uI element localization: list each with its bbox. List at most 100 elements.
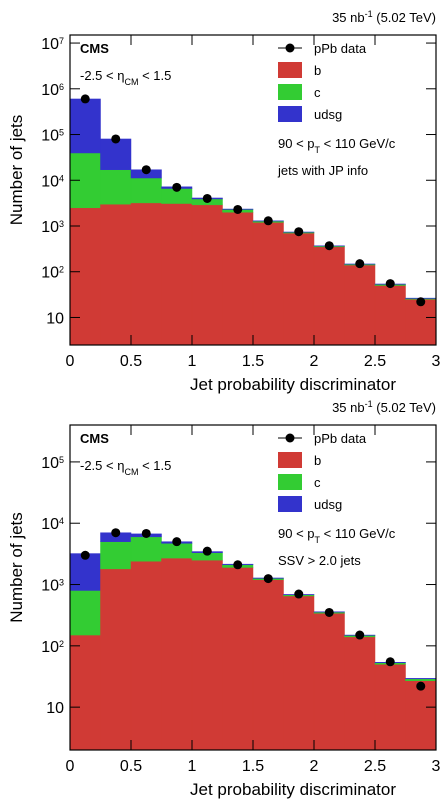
bar-segment — [283, 595, 315, 751]
text-part: 6 — [59, 82, 64, 92]
text-part: 2 — [59, 265, 64, 275]
bar-segment — [252, 579, 284, 751]
eta-label: -2.5 < ηCM < 1.5 — [80, 458, 171, 477]
text-part: 10 — [41, 265, 59, 282]
y-tick-label: 107 — [41, 36, 64, 53]
data-point — [80, 550, 90, 560]
bar-segment — [69, 590, 101, 636]
text-part: < 1.5 — [138, 458, 171, 473]
text-part: < 110 GeV/c — [320, 136, 396, 151]
x-tick-label: 1.5 — [242, 353, 264, 370]
text-part: 5 — [59, 455, 64, 465]
bar-segment — [405, 678, 437, 681]
selection-label: jets with JP info — [277, 163, 368, 178]
text-part: < 1.5 — [138, 68, 171, 83]
y-tick-label: 104 — [41, 516, 64, 533]
bar-segment — [283, 232, 315, 346]
data-point — [141, 165, 151, 175]
x-tick-label: 0 — [66, 353, 75, 370]
text-part: -2.5 < η — [80, 458, 124, 473]
data-point — [111, 528, 121, 538]
bar-segment — [405, 680, 437, 751]
data-point — [80, 94, 90, 104]
text-part: 10 — [41, 578, 59, 595]
legend-swatch — [278, 496, 302, 512]
bar-segment — [100, 203, 132, 346]
pt-label: 90 < pT < 110 GeV/c — [278, 526, 396, 545]
x-tick-label: 0.5 — [120, 353, 142, 370]
text-part: 3 — [59, 219, 64, 229]
x-tick-label: 1 — [188, 353, 197, 370]
x-tick-label: 3 — [432, 758, 441, 775]
bar-segment — [69, 634, 101, 751]
data-point — [233, 204, 243, 214]
text-part: 10 — [41, 516, 59, 533]
data-point — [324, 607, 334, 617]
bar-segment — [191, 204, 223, 346]
bar-segment — [69, 98, 101, 154]
text-part: T — [315, 535, 321, 545]
data-point — [416, 297, 426, 307]
y-tick-label: 103 — [41, 219, 64, 236]
x-tick-label: 1.5 — [242, 758, 264, 775]
y-tick-label: 105 — [41, 128, 64, 145]
text-part: CM — [124, 467, 138, 477]
text-part: 90 < p — [278, 526, 315, 541]
bar-segment — [191, 559, 223, 751]
y-tick-label: 104 — [41, 173, 64, 190]
text-part: 7 — [59, 36, 64, 46]
legend-marker — [285, 43, 295, 53]
bar-segment — [161, 203, 193, 346]
x-axis-title: Jet probability discriminator — [190, 375, 396, 394]
bar-segment — [313, 613, 345, 751]
y-tick-label: 106 — [41, 82, 64, 99]
x-tick-label: 0.5 — [120, 758, 142, 775]
bar-segment — [344, 636, 376, 751]
legend-label: udsg — [314, 107, 342, 122]
bar-segment — [374, 285, 406, 346]
bar-segment — [344, 264, 376, 346]
x-axis-title: Jet probability discriminator — [190, 780, 396, 799]
text-part: 35 nb — [332, 400, 365, 415]
data-point — [233, 560, 243, 570]
y-axis-title: Number of jets — [7, 115, 26, 226]
text-part: 2 — [59, 639, 64, 649]
text-part: 10 — [41, 128, 59, 145]
legend-label: b — [314, 453, 321, 468]
y-tick-label: 105 — [41, 455, 64, 472]
bar-segment — [130, 177, 162, 204]
data-point — [172, 182, 182, 192]
text-part: -1 — [365, 399, 373, 409]
text-part: 3 — [59, 578, 64, 588]
selection-label: SSV > 2.0 jets — [278, 553, 361, 568]
text-part: < 110 GeV/c — [320, 526, 396, 541]
bar-segment — [100, 541, 132, 570]
data-point — [263, 216, 273, 226]
text-part: 10 — [41, 82, 59, 99]
lumi-label: 35 nb-1 (5.02 TeV) — [332, 9, 436, 25]
y-tick-label: 10 — [46, 700, 64, 717]
legend-swatch — [278, 474, 302, 490]
bar-segment — [313, 246, 345, 346]
bar-segment — [100, 169, 132, 205]
bar-segment — [100, 568, 132, 751]
data-point — [324, 241, 334, 251]
data-point — [355, 259, 365, 269]
bar-segment — [100, 138, 132, 170]
data-point — [355, 630, 365, 640]
data-point — [172, 537, 182, 547]
y-tick-label: 10 — [46, 310, 64, 327]
legend-marker — [285, 433, 295, 443]
x-tick-label: 2.5 — [364, 353, 386, 370]
text-part: 90 < p — [278, 136, 315, 151]
x-tick-label: 2 — [310, 353, 319, 370]
text-part: T — [315, 145, 321, 155]
legend-swatch — [278, 452, 302, 468]
data-point — [141, 528, 151, 538]
text-part: 10 — [41, 36, 59, 53]
x-tick-label: 3 — [432, 353, 441, 370]
text-part: 10 — [41, 639, 59, 656]
text-part: 10 — [41, 455, 59, 472]
text-part: 4 — [59, 173, 64, 183]
